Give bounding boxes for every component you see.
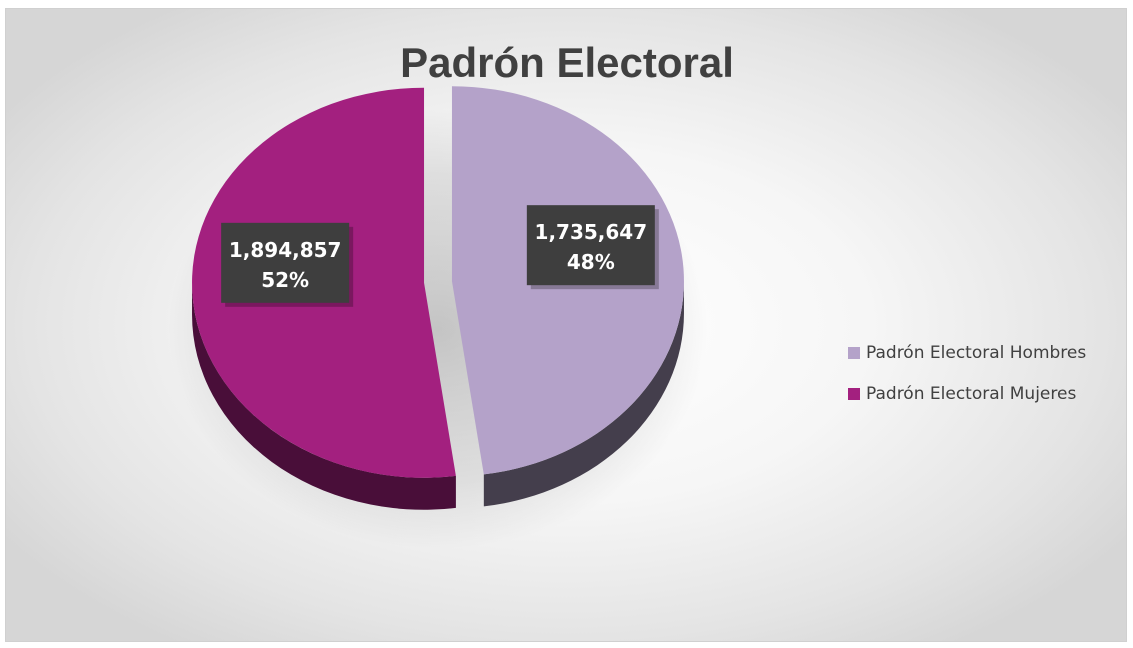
chart-area: Padrón Electoral 1,735,647 48% 1,894,857 52… [5, 8, 1127, 642]
legend: Padrón Electoral Hombres Padrón Electora… [848, 342, 1086, 424]
data-label-1: 1,894,857 52% [221, 222, 354, 307]
data-label-value-0: 1,735,647 [535, 220, 648, 244]
chart-title: Padrón Electoral [400, 39, 734, 86]
legend-label-mujeres: Padrón Electoral Mujeres [866, 383, 1077, 404]
pie-slice-side-1 [192, 282, 456, 510]
pie-chart: 1,735,647 48% 1,894,857 52% [168, 86, 708, 549]
legend-swatch-mujeres [848, 387, 860, 400]
data-label-value-1: 1,894,857 [229, 238, 342, 262]
legend-label-hombres: Padrón Electoral Hombres [866, 342, 1087, 363]
legend-swatch-hombres [848, 346, 860, 359]
data-label-box-0 [526, 205, 655, 286]
data-label-percent-0: 48% [567, 250, 615, 274]
pie-slice-side-0 [483, 281, 684, 507]
data-label-percent-1: 52% [261, 268, 309, 292]
legend-item-hombres: Padrón Electoral Hombres [848, 342, 1086, 363]
data-label-box-1 [221, 222, 350, 303]
legend-item-mujeres: Padrón Electoral Mujeres [848, 383, 1086, 404]
data-label-0: 1,735,647 48% [526, 205, 659, 290]
